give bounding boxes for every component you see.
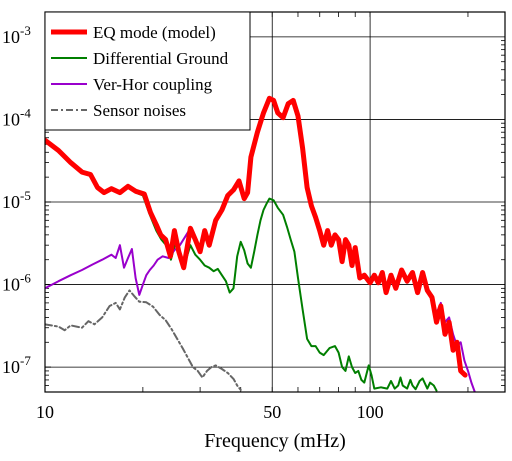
y-tick-label: 10-6 xyxy=(2,271,31,295)
x-tick-label: 100 xyxy=(357,402,384,422)
y-tick-label: 10-3 xyxy=(2,23,31,47)
x-tick-label: 50 xyxy=(263,402,281,422)
y-axis-ticks: 10-3 10-4 10-5 10-6 10-7 xyxy=(2,11,505,393)
legend-label: Differential Ground xyxy=(93,49,229,68)
x-axis-ticks: 10 50 100 xyxy=(36,12,469,422)
series-line-eq-mode-model xyxy=(45,95,468,378)
x-axis-title: Frequency (mHz) xyxy=(204,430,346,452)
legend-label: Sensor noises xyxy=(93,101,186,120)
y-tick-label: 10-4 xyxy=(2,105,31,129)
legend-label: Ver-Hor coupling xyxy=(93,75,213,94)
plot-frame xyxy=(44,11,506,393)
series-line-differential-ground xyxy=(45,139,438,392)
series-line-sensor-noises xyxy=(45,289,242,391)
series-layer xyxy=(45,95,476,392)
legend-label: EQ mode (model) xyxy=(93,23,216,42)
y-tick-label: 10-7 xyxy=(2,353,31,377)
legend: EQ mode (model) Differential Ground Ver-Ho… xyxy=(44,11,251,131)
x-tick-label: 10 xyxy=(36,402,54,422)
y-tick-label: 10-5 xyxy=(2,188,31,212)
